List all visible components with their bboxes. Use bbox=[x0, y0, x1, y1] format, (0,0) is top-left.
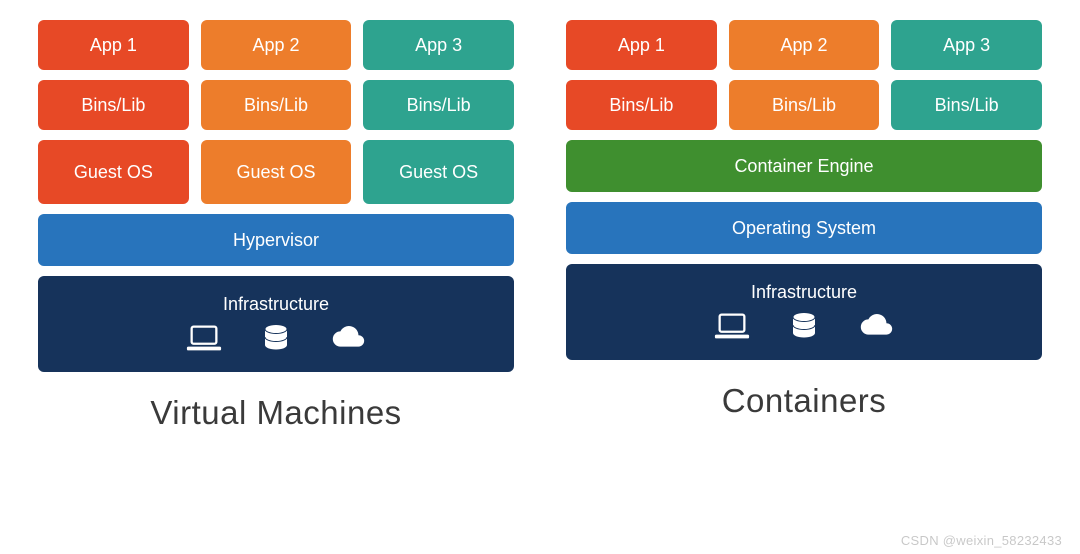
vm-guestos-2: Guest OS bbox=[201, 140, 352, 204]
vm-bins-3: Bins/Lib bbox=[363, 80, 514, 130]
diagram-canvas: App 1 App 2 App 3 Bins/Lib Bins/Lib Bins… bbox=[0, 0, 1080, 432]
database-icon bbox=[257, 323, 295, 355]
ct-app-3: App 3 bbox=[891, 20, 1042, 70]
ct-stack: App 1 App 2 App 3 Bins/Lib Bins/Lib Bins… bbox=[566, 20, 1042, 432]
ct-title: Containers bbox=[566, 382, 1042, 420]
vm-apps-row: App 1 App 2 App 3 bbox=[38, 20, 514, 70]
laptop-icon bbox=[185, 323, 223, 355]
vm-hypervisor: Hypervisor bbox=[38, 214, 514, 266]
ct-container-engine: Container Engine bbox=[566, 140, 1042, 192]
ct-apps-row: App 1 App 2 App 3 bbox=[566, 20, 1042, 70]
cloud-icon bbox=[329, 323, 367, 355]
vm-hypervisor-row: Hypervisor bbox=[38, 214, 514, 266]
vm-app-1: App 1 bbox=[38, 20, 189, 70]
vm-title: Virtual Machines bbox=[38, 394, 514, 432]
vm-infra-label: Infrastructure bbox=[223, 294, 329, 315]
vm-infrastructure: Infrastructure bbox=[38, 276, 514, 372]
vm-bins-row: Bins/Lib Bins/Lib Bins/Lib bbox=[38, 80, 514, 130]
ct-operating-system: Operating System bbox=[566, 202, 1042, 254]
vm-app-3: App 3 bbox=[363, 20, 514, 70]
vm-guestos-3: Guest OS bbox=[363, 140, 514, 204]
vm-stack: App 1 App 2 App 3 Bins/Lib Bins/Lib Bins… bbox=[38, 20, 514, 432]
vm-infra-icons bbox=[185, 323, 367, 355]
ct-engine-row: Container Engine bbox=[566, 140, 1042, 192]
ct-app-2: App 2 bbox=[729, 20, 880, 70]
cloud-icon bbox=[857, 311, 895, 343]
vm-os-row: Guest OS Guest OS Guest OS bbox=[38, 140, 514, 204]
watermark-text: CSDN @weixin_58232433 bbox=[901, 533, 1062, 548]
database-icon bbox=[785, 311, 823, 343]
ct-bins-row: Bins/Lib Bins/Lib Bins/Lib bbox=[566, 80, 1042, 130]
vm-guestos-1: Guest OS bbox=[38, 140, 189, 204]
vm-bins-2: Bins/Lib bbox=[201, 80, 352, 130]
ct-bins-3: Bins/Lib bbox=[891, 80, 1042, 130]
ct-bins-1: Bins/Lib bbox=[566, 80, 717, 130]
vm-app-2: App 2 bbox=[201, 20, 352, 70]
ct-infrastructure: Infrastructure bbox=[566, 264, 1042, 360]
ct-os-row: Operating System bbox=[566, 202, 1042, 254]
ct-infra-icons bbox=[713, 311, 895, 343]
ct-infra-label: Infrastructure bbox=[751, 282, 857, 303]
vm-bins-1: Bins/Lib bbox=[38, 80, 189, 130]
ct-bins-2: Bins/Lib bbox=[729, 80, 880, 130]
laptop-icon bbox=[713, 311, 751, 343]
ct-app-1: App 1 bbox=[566, 20, 717, 70]
